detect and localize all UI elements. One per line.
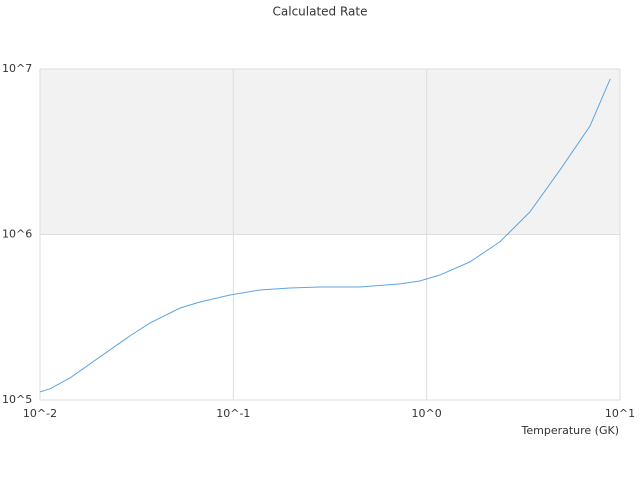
y-tick-label: 10^7 — [2, 62, 32, 75]
x-tick-label: 10^0 — [412, 407, 442, 420]
x-tick-label: 10^1 — [605, 407, 635, 420]
band — [40, 69, 620, 235]
x-tick-label: 10^-1 — [216, 407, 250, 420]
chart-title: Calculated Rate — [273, 5, 368, 19]
y-tick-label: 10^5 — [2, 393, 32, 406]
line — [39, 78, 611, 393]
x-axis-label: Temperature (GK) — [521, 424, 620, 437]
x-tick-label: 10^-2 — [23, 407, 57, 420]
y-tick-label: 10^6 — [2, 228, 32, 241]
